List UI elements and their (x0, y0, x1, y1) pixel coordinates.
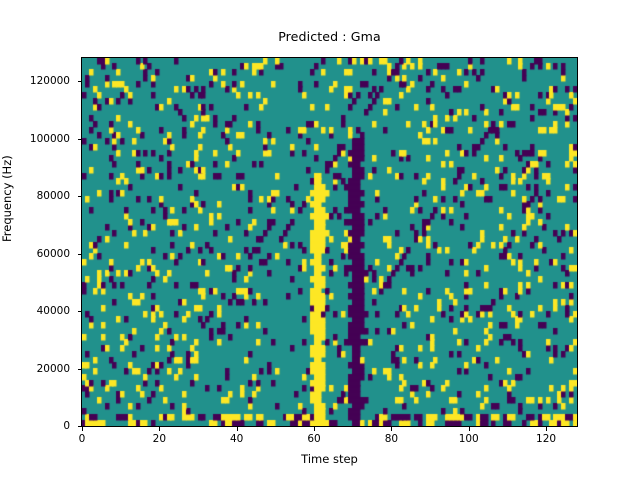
y-tick-mark (77, 196, 81, 197)
y-tick-label: 60000 (36, 247, 70, 260)
y-tick-mark (77, 138, 81, 140)
y-tick-label: 100000 (29, 132, 70, 145)
y-axis-label: Frequency (Hz) (0, 155, 14, 242)
heatmap-image (82, 58, 577, 426)
x-tick-mark (236, 427, 238, 431)
y-tick-mark (77, 81, 81, 82)
y-tick-mark (77, 426, 81, 427)
y-tick-label: 120000 (29, 75, 70, 87)
heatmap-plot-area[interactable] (81, 57, 578, 427)
x-tick-mark (314, 427, 316, 431)
y-tick-label: 0 (63, 420, 70, 432)
y-tick-label: 40000 (36, 305, 70, 317)
x-tick-mark (82, 427, 83, 431)
x-tick-label: 60 (307, 433, 321, 445)
x-tick-mark (468, 427, 470, 431)
chart-title: Predicted : Gma (278, 29, 381, 44)
y-tick-mark (77, 311, 81, 312)
y-tick-label: 20000 (36, 362, 70, 375)
x-tick-label: 20 (152, 433, 167, 445)
x-tick-mark (159, 427, 161, 431)
x-tick-mark (391, 427, 393, 431)
y-tick-label: 80000 (36, 190, 70, 202)
x-tick-label: 40 (230, 433, 244, 445)
y-tick-mark (77, 368, 81, 370)
x-axis-label: Time step (301, 452, 358, 466)
x-tick-label: 80 (384, 433, 399, 445)
x-tick-label: 120 (536, 433, 557, 445)
x-tick-mark (546, 427, 548, 431)
x-tick-label: 100 (458, 433, 479, 445)
x-tick-label: 0 (78, 433, 86, 445)
y-tick-mark (77, 253, 81, 255)
